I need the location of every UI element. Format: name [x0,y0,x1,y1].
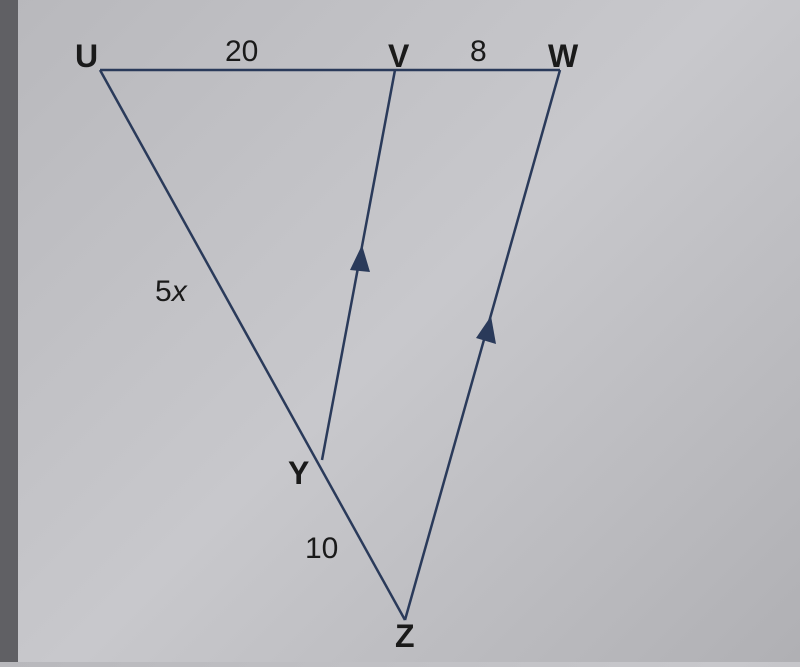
arrow-wz [476,316,496,344]
edge-label-vw: 8 [470,35,487,69]
edge-label-uv: 20 [225,35,258,69]
vertex-label-w: W [548,38,578,75]
edge-label-yz: 10 [305,532,338,566]
line-uz [100,70,405,620]
arrow-vy [350,245,370,272]
edge-label-uy-var: x [172,275,187,308]
edge-label-uy-coef: 5 [155,275,172,308]
triangle-diagram [0,0,800,662]
edge-label-uy: 5x [155,275,187,309]
vertex-label-v: V [388,38,409,75]
vertex-label-y: Y [288,455,309,492]
line-wz [405,70,560,620]
vertex-label-u: U [75,38,98,75]
vertex-label-z: Z [395,618,415,655]
diagram-svg [0,0,800,662]
